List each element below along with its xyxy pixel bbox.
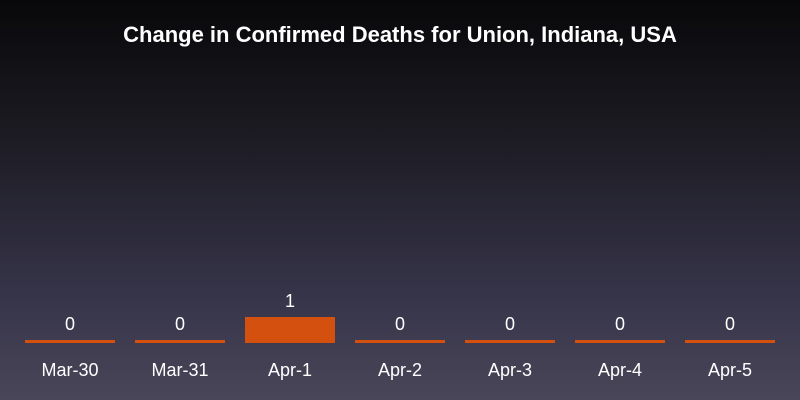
bar-apr-2 [355, 340, 445, 343]
value-label-apr-3: 0 [505, 314, 515, 334]
x-tick-label-apr-1: Apr-1 [268, 360, 312, 380]
x-tick-label-apr-3: Apr-3 [488, 360, 532, 380]
x-axis-tick-labels: Mar-30 Mar-31 Apr-1 Apr-2 Apr-3 Apr-4 Apr-5 [41, 360, 752, 380]
x-tick-label-apr-4: Apr-4 [598, 360, 642, 380]
value-label-mar-30: 0 [65, 314, 75, 334]
x-tick-label-mar-31: Mar-31 [151, 360, 208, 380]
bar-apr-1 [245, 317, 335, 343]
bars-group [25, 317, 775, 343]
value-label-apr-4: 0 [615, 314, 625, 334]
value-labels-group: 0 0 1 0 0 0 0 [65, 291, 735, 334]
value-label-apr-1: 1 [285, 291, 295, 311]
bar-mar-31 [135, 340, 225, 343]
value-label-mar-31: 0 [175, 314, 185, 334]
value-label-apr-2: 0 [395, 314, 405, 334]
x-tick-label-apr-2: Apr-2 [378, 360, 422, 380]
bar-apr-5 [685, 340, 775, 343]
x-tick-label-mar-30: Mar-30 [41, 360, 98, 380]
value-label-apr-5: 0 [725, 314, 735, 334]
bar-mar-30 [25, 340, 115, 343]
chart-title: Change in Confirmed Deaths for Union, In… [123, 22, 677, 47]
bar-apr-3 [465, 340, 555, 343]
bar-apr-4 [575, 340, 665, 343]
x-tick-label-apr-5: Apr-5 [708, 360, 752, 380]
